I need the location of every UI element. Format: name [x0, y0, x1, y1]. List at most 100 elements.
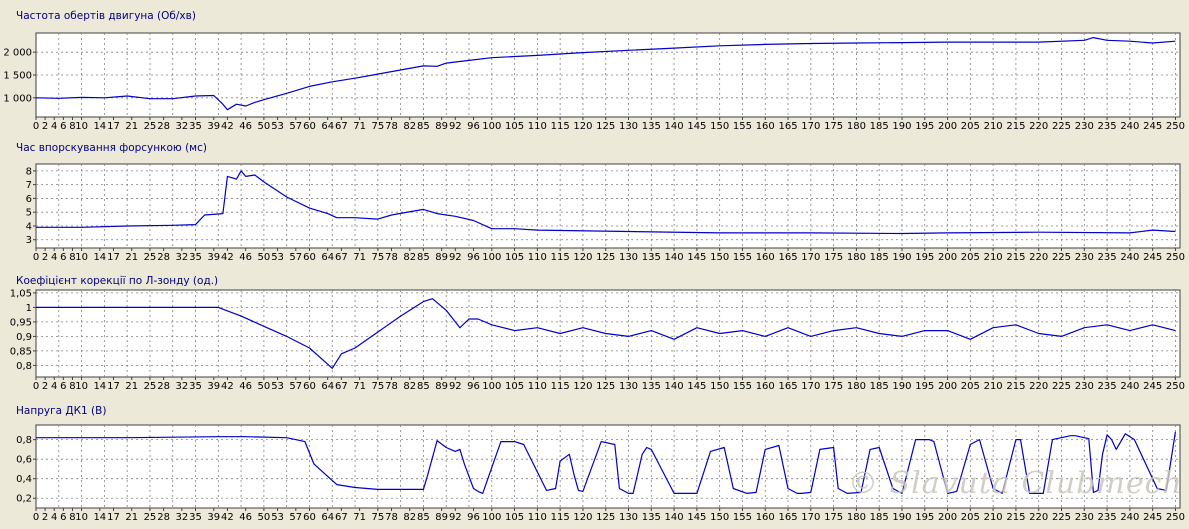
x-tick-label: 170: [801, 381, 820, 392]
x-tick-label: 230: [1075, 512, 1094, 523]
x-tick-label: 17: [107, 381, 120, 392]
x-tick-label: 46: [239, 121, 252, 132]
x-tick-label: 92: [449, 512, 462, 523]
y-tick-label: 0,2: [16, 494, 32, 505]
x-tick-label: 180: [847, 381, 866, 392]
x-tick-label: 120: [573, 381, 592, 392]
x-tick-label: 185: [870, 252, 889, 263]
x-tick-label: 130: [619, 121, 638, 132]
x-tick-label: 82: [403, 252, 416, 263]
x-tick-label: 28: [157, 252, 170, 263]
x-tick-label: 75: [371, 512, 384, 523]
x-tick-label: 89: [435, 252, 448, 263]
x-tick-label: 215: [1006, 512, 1025, 523]
x-tick-label: 160: [756, 252, 775, 263]
x-tick-label: 100: [482, 512, 501, 523]
x-tick-label: 64: [321, 381, 334, 392]
y-tick-label: 7: [26, 180, 32, 191]
x-tick-label: 28: [157, 121, 170, 132]
x-tick-label: 235: [1098, 121, 1117, 132]
x-tick-label: 105: [505, 252, 524, 263]
x-tick-label: 130: [619, 252, 638, 263]
x-tick-label: 170: [801, 252, 820, 263]
x-tick-label: 110: [528, 252, 547, 263]
x-tick-label: 39: [207, 381, 220, 392]
x-tick-label: 150: [710, 512, 729, 523]
x-tick-label: 135: [642, 252, 661, 263]
x-tick-label: 46: [239, 252, 252, 263]
x-tick-label: 35: [189, 381, 202, 392]
x-tick-label: 225: [1052, 381, 1071, 392]
x-tick-label: 4: [51, 512, 57, 523]
x-tick-label: 180: [847, 512, 866, 523]
x-tick-label: 53: [271, 512, 284, 523]
x-tick-label: 165: [778, 121, 797, 132]
chart-panel-1: Частота обертів двигуна (Об/хв)0 2 4 6 8 10 14…: [3, 10, 1185, 132]
x-tick-label: 210: [984, 381, 1003, 392]
x-tick-label: 225: [1052, 512, 1071, 523]
x-tick-label: 235: [1098, 512, 1117, 523]
x-tick-label: 78: [385, 252, 398, 263]
x-tick-label: 145: [687, 381, 706, 392]
x-tick-label: 220: [1029, 252, 1048, 263]
x-tick-label: 135: [642, 121, 661, 132]
x-tick-label: 250: [1166, 121, 1185, 132]
chart-title: Частота обертів двигуна (Об/хв): [16, 10, 196, 22]
series-line: [35, 36, 1176, 111]
x-tick-label: 42: [221, 252, 234, 263]
x-tick-label: 46: [239, 512, 252, 523]
x-tick-label: 6: [60, 252, 66, 263]
x-tick-label: 50: [258, 121, 271, 132]
x-tick-label: 190: [892, 252, 911, 263]
x-tick-label: 75: [371, 121, 384, 132]
x-tick-label: 120: [573, 512, 592, 523]
x-tick-label: 0: [33, 512, 39, 523]
x-tick-label: 10: [75, 512, 88, 523]
x-tick-label: 200: [938, 121, 957, 132]
x-tick-label: 17: [107, 121, 120, 132]
x-tick-label: 71: [353, 252, 366, 263]
x-tick-label: 39: [207, 252, 220, 263]
x-tick-label: 85: [417, 252, 430, 263]
x-tick-label: 60: [303, 121, 316, 132]
x-tick-label: 92: [449, 252, 462, 263]
x-tick-label: 195: [915, 512, 934, 523]
x-tick-label: 75: [371, 381, 384, 392]
y-tick-label: 0,6: [16, 455, 32, 466]
y-tick-label: 1 500: [3, 71, 32, 82]
x-tick-label: 21: [125, 381, 138, 392]
x-tick-label: 245: [1143, 381, 1162, 392]
x-tick-label: 85: [417, 381, 430, 392]
x-tick-label: 46: [239, 381, 252, 392]
chart-title: Час впорскування форсункою (мс): [16, 142, 207, 154]
x-tick-label: 67: [335, 381, 348, 392]
x-tick-label: 39: [207, 121, 220, 132]
x-tick-label: 140: [665, 252, 684, 263]
x-tick-label: 82: [403, 121, 416, 132]
x-tick-label: 235: [1098, 252, 1117, 263]
x-tick-label: 200: [938, 512, 957, 523]
x-tick-label: 64: [321, 252, 334, 263]
x-tick-label: 64: [321, 512, 334, 523]
x-tick-label: 67: [335, 252, 348, 263]
x-tick-label: 200: [938, 252, 957, 263]
y-tick-label: 1: [26, 303, 32, 314]
x-tick-label: 160: [756, 121, 775, 132]
x-tick-label: 110: [528, 121, 547, 132]
x-tick-label: 64: [321, 121, 334, 132]
chart-panel-4: Напруга ДК1 (В)0 2 4 6 8 10 14 17 21 25 28 32 35 39 42…: [16, 405, 1185, 523]
x-tick-label: 175: [824, 121, 843, 132]
x-tick-label: 25: [144, 512, 157, 523]
x-tick-label: 190: [892, 381, 911, 392]
x-tick-label: 155: [733, 121, 752, 132]
x-tick-label: 185: [870, 512, 889, 523]
chart-title: Напруга ДК1 (В): [16, 405, 106, 417]
x-tick-label: 0: [33, 252, 39, 263]
x-tick-label: 35: [189, 512, 202, 523]
x-tick-label: 53: [271, 381, 284, 392]
x-tick-label: 140: [665, 381, 684, 392]
x-tick-label: 82: [403, 381, 416, 392]
x-tick-label: 240: [1120, 121, 1139, 132]
x-tick-label: 28: [157, 381, 170, 392]
x-tick-label: 25: [144, 121, 157, 132]
